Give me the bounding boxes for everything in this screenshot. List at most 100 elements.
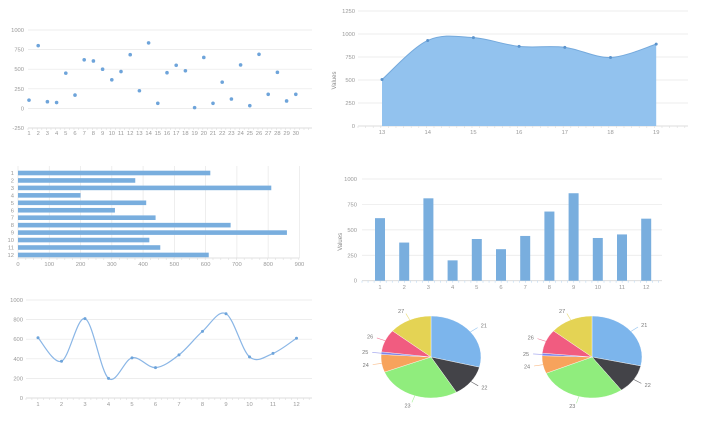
- line-chart[interactable]: 1000 800 600 400 200 0 1 2 3 4 5 6 7 8 9 10 11 12: [0, 292, 332, 424]
- data-point[interactable]: [211, 101, 215, 106]
- data-point[interactable]: [294, 92, 298, 97]
- bar[interactable]: [18, 170, 211, 176]
- tick-label: 10: [109, 131, 115, 137]
- bar[interactable]: [544, 211, 555, 281]
- data-point[interactable]: [146, 41, 151, 45]
- bar[interactable]: [18, 215, 156, 220]
- bar[interactable]: [447, 260, 458, 281]
- data-point[interactable]: [248, 103, 252, 108]
- bar[interactable]: [592, 237, 603, 281]
- area-chart[interactable]: 1250 1000 750 500 250 0 Values 13 14 15 16 17 18 19: [326, 4, 708, 155]
- data-point[interactable]: [36, 43, 40, 48]
- bar[interactable]: [520, 235, 531, 281]
- data-point[interactable]: [100, 67, 105, 71]
- data-point[interactable]: [165, 70, 169, 75]
- bar[interactable]: [18, 178, 136, 183]
- bar[interactable]: [18, 193, 81, 198]
- data-point[interactable]: [202, 55, 206, 60]
- data-point[interactable]: [54, 100, 59, 105]
- data-point[interactable]: [517, 44, 521, 48]
- data-point[interactable]: [229, 97, 234, 101]
- pie-slice[interactable]: [430, 315, 482, 368]
- data-point[interactable]: [107, 376, 110, 380]
- column-chart[interactable]: 1000 750 500 250 0 Values 1 2 3 4 5 6 7 8 9 10 11 12: [326, 158, 708, 305]
- pie-chart-left[interactable]: 21 22 23 24 25 26 27: [336, 298, 516, 424]
- horizontal-bar-chart[interactable]: 0 100 200 300 400 500 600 700 800 900 1 2 3 4 5 6 7 8 9 10 1…: [0, 160, 332, 281]
- data-point[interactable]: [192, 105, 197, 110]
- bar[interactable]: [399, 242, 410, 281]
- data-point[interactable]: [271, 351, 275, 355]
- slice-label: 24: [524, 365, 530, 371]
- tick-label: 27: [265, 131, 271, 137]
- data-point[interactable]: [156, 101, 160, 106]
- bar[interactable]: [18, 207, 115, 213]
- scatter-chart[interactable]: 1000 750 500 250 0 -250 1 2 3 4 5 6 7 8 9 10 11 12 13 14 15 1…: [4, 8, 320, 149]
- bar[interactable]: [568, 193, 579, 281]
- data-point[interactable]: [201, 329, 204, 333]
- tick-label: 13: [379, 130, 385, 136]
- data-point[interactable]: [73, 93, 77, 97]
- tick-label: 500: [170, 262, 180, 268]
- data-point[interactable]: [380, 78, 384, 82]
- tick-label: 19: [653, 130, 659, 136]
- data-point[interactable]: [110, 77, 114, 82]
- data-point[interactable]: [83, 317, 87, 321]
- data-point[interactable]: [224, 312, 228, 316]
- data-point[interactable]: [183, 68, 188, 73]
- tick-label: 9: [572, 285, 575, 291]
- data-point[interactable]: [27, 98, 31, 102]
- bar[interactable]: [641, 218, 652, 281]
- tick-label: 2: [11, 178, 14, 184]
- bar[interactable]: [617, 234, 627, 281]
- data-point[interactable]: [266, 92, 271, 97]
- data-point[interactable]: [248, 355, 251, 359]
- bar[interactable]: [423, 198, 434, 281]
- bar[interactable]: [375, 218, 385, 281]
- data-point[interactable]: [275, 70, 280, 75]
- bar[interactable]: [18, 230, 287, 235]
- bar[interactable]: [18, 252, 209, 258]
- data-point[interactable]: [128, 52, 132, 57]
- bar[interactable]: [496, 249, 506, 281]
- tick-label: 12: [127, 131, 133, 137]
- bar[interactable]: [471, 239, 482, 281]
- data-point[interactable]: [45, 99, 50, 104]
- data-point[interactable]: [563, 45, 567, 49]
- data-point[interactable]: [238, 63, 243, 67]
- data-point[interactable]: [609, 55, 612, 59]
- tick-label: 5: [11, 201, 14, 207]
- bar[interactable]: [18, 237, 150, 243]
- label-connector: [372, 363, 382, 365]
- tick-label: 1000: [344, 177, 357, 183]
- data-point[interactable]: [220, 80, 224, 84]
- data-point[interactable]: [137, 88, 142, 93]
- data-point[interactable]: [295, 336, 298, 340]
- bar[interactable]: [18, 200, 147, 206]
- data-point[interactable]: [154, 366, 157, 370]
- data-point[interactable]: [36, 336, 40, 340]
- line-series[interactable]: [37, 312, 297, 381]
- pie-slice[interactable]: [545, 356, 622, 399]
- bar[interactable]: [18, 222, 231, 228]
- data-point[interactable]: [82, 57, 86, 62]
- pie-slice[interactable]: [384, 356, 457, 399]
- bar[interactable]: [18, 245, 161, 250]
- data-point[interactable]: [60, 359, 63, 363]
- data-point[interactable]: [257, 52, 261, 57]
- label-connector: [411, 395, 416, 403]
- data-point[interactable]: [64, 71, 68, 75]
- data-point[interactable]: [119, 69, 123, 74]
- data-point[interactable]: [654, 42, 658, 46]
- bar[interactable]: [18, 185, 272, 191]
- data-point[interactable]: [174, 63, 178, 68]
- data-point[interactable]: [426, 38, 430, 42]
- data-point[interactable]: [91, 59, 96, 63]
- tick-label: 4: [107, 402, 111, 408]
- data-point[interactable]: [284, 99, 289, 103]
- pie-chart-right[interactable]: 21 22 23 24 25 26 27: [516, 298, 708, 424]
- data-point[interactable]: [471, 36, 475, 40]
- data-point[interactable]: [177, 353, 181, 357]
- tick-label: 250: [345, 101, 355, 107]
- data-point[interactable]: [130, 356, 134, 360]
- area-fill[interactable]: [382, 36, 657, 126]
